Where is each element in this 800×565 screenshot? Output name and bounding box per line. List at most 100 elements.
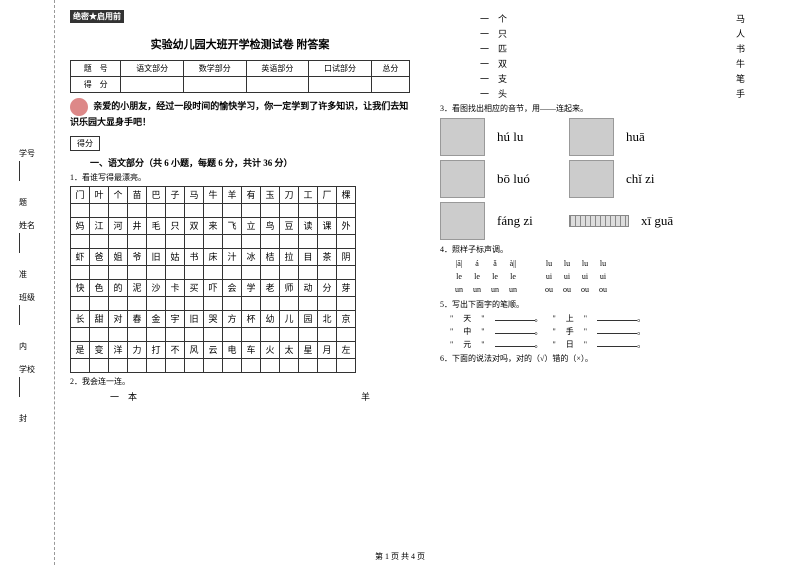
pinyin-image — [440, 160, 485, 198]
pair-right: 书 — [736, 42, 745, 55]
tone-syllable: ǎ — [486, 258, 504, 271]
grid-cell: 车 — [242, 341, 261, 358]
grid-cell: 个 — [109, 186, 128, 203]
tone-syllable: ou — [540, 284, 558, 297]
grid-cell: 牛 — [204, 186, 223, 203]
grid-empty-cell — [261, 358, 280, 372]
grid-cell: 星 — [299, 341, 318, 358]
pinyin-image — [440, 118, 485, 156]
score-label: 得 分 — [71, 77, 121, 93]
grid-empty-cell — [318, 327, 337, 341]
grid-empty-cell — [166, 265, 185, 279]
grid-cell: 井 — [128, 217, 147, 234]
pair-right: 马 — [736, 12, 745, 25]
pair-right: 牛 — [736, 57, 745, 70]
tone-syllable: un — [486, 284, 504, 297]
grid-cell: 读 — [299, 217, 318, 234]
score-empty-cell — [183, 77, 246, 93]
grid-cell: 杯 — [242, 310, 261, 327]
grid-cell: 快 — [71, 279, 90, 296]
left-column: 绝密★启用前 实验幼儿园大班开学检测试卷 附答案 题 号语文部分数学部分英语部分… — [55, 0, 425, 565]
pair-row: 一 只人 — [440, 27, 785, 40]
tone-syllable: ui — [576, 271, 594, 284]
pair-right: 笔 — [736, 72, 745, 85]
grid-empty-cell — [242, 358, 261, 372]
grid-cell: 甜 — [90, 310, 109, 327]
grid-cell: 床 — [204, 248, 223, 265]
pair-right: 手 — [736, 87, 745, 100]
pair-row: 一 支笔 — [440, 72, 785, 85]
grid-cell: 力 — [128, 341, 147, 358]
grid-cell: 旧 — [185, 310, 204, 327]
stroke-line: "中"。"手"。 — [450, 326, 785, 337]
grid-cell: 对 — [109, 310, 128, 327]
grid-cell: 打 — [147, 341, 166, 358]
grid-cell: 色 — [90, 279, 109, 296]
grid-empty-cell — [204, 296, 223, 310]
grid-empty-cell — [147, 234, 166, 248]
question-5: 5．写出下面字的笔顺。 — [440, 299, 785, 310]
grid-empty-cell — [318, 296, 337, 310]
grid-empty-cell — [128, 265, 147, 279]
stroke-blank — [495, 339, 535, 347]
binding-margin: 学号题姓名准班级内学校封 — [0, 0, 55, 565]
stroke-blank — [495, 326, 535, 334]
grid-cell: 京 — [337, 310, 356, 327]
grid-cell: 变 — [90, 341, 109, 358]
grid-empty-cell — [204, 265, 223, 279]
pinyin-image — [569, 160, 614, 198]
pair-left: 一 支 — [480, 72, 507, 85]
pair-right: 人 — [736, 27, 745, 40]
grid-empty-cell — [223, 327, 242, 341]
grid-cell: 目 — [299, 248, 318, 265]
grid-empty-cell — [261, 203, 280, 217]
score-empty-cell — [309, 77, 372, 93]
grid-cell: 的 — [109, 279, 128, 296]
grid-empty-cell — [90, 358, 109, 372]
pair-row: 一 匹书 — [440, 42, 785, 55]
grid-empty-cell — [109, 265, 128, 279]
score-empty-cell — [246, 77, 309, 93]
grid-cell: 立 — [242, 217, 261, 234]
grid-empty-cell — [204, 203, 223, 217]
tone-syllable: ui — [558, 271, 576, 284]
tone-syllable: un — [504, 284, 522, 297]
stroke-line: "天"。"上"。 — [450, 313, 785, 324]
grid-cell: 棵 — [337, 186, 356, 203]
grid-empty-cell — [280, 265, 299, 279]
grid-empty-cell — [337, 358, 356, 372]
grid-cell: 云 — [204, 341, 223, 358]
pinyin-text: hú lu — [497, 129, 557, 145]
tone-syllable: ou — [558, 284, 576, 297]
grid-cell: 玉 — [261, 186, 280, 203]
grid-cell: 动 — [299, 279, 318, 296]
tone-syllable: lu — [594, 258, 612, 271]
score-header-cell: 口试部分 — [309, 61, 372, 77]
grid-cell: 儿 — [280, 310, 299, 327]
pinyin-image — [440, 202, 485, 240]
section1-title: 一、语文部分（共 6 小题，每题 6 分，共计 36 分） — [90, 156, 410, 169]
tone-row: |ā|áǎà||lulululu — [450, 258, 785, 271]
grid-empty-cell — [185, 358, 204, 372]
pinyin-text: chǐ zi — [626, 171, 655, 187]
grid-cell: 风 — [185, 341, 204, 358]
score-header-cell: 数学部分 — [183, 61, 246, 77]
grid-cell: 厂 — [318, 186, 337, 203]
tone-syllable: à|| — [504, 258, 522, 271]
grid-empty-cell — [128, 358, 147, 372]
grid-empty-cell — [223, 265, 242, 279]
grid-empty-cell — [128, 203, 147, 217]
grid-cell: 羊 — [223, 186, 242, 203]
score-header-cell: 英语部分 — [246, 61, 309, 77]
grid-cell: 不 — [166, 341, 185, 358]
grid-cell: 长 — [71, 310, 90, 327]
grid-empty-cell — [299, 265, 318, 279]
grid-empty-cell — [166, 203, 185, 217]
grid-cell: 桔 — [261, 248, 280, 265]
grid-empty-cell — [128, 296, 147, 310]
grid-cell: 卡 — [166, 279, 185, 296]
grid-cell: 金 — [147, 310, 166, 327]
grid-cell: 来 — [204, 217, 223, 234]
grid-cell: 飞 — [223, 217, 242, 234]
character-grid: 门叶个苗巴子马牛羊有玉刀工厂棵妈江河井毛只双来飞立鸟豆读课外虾爸姐爷旧姑书床汁冰… — [70, 186, 356, 373]
